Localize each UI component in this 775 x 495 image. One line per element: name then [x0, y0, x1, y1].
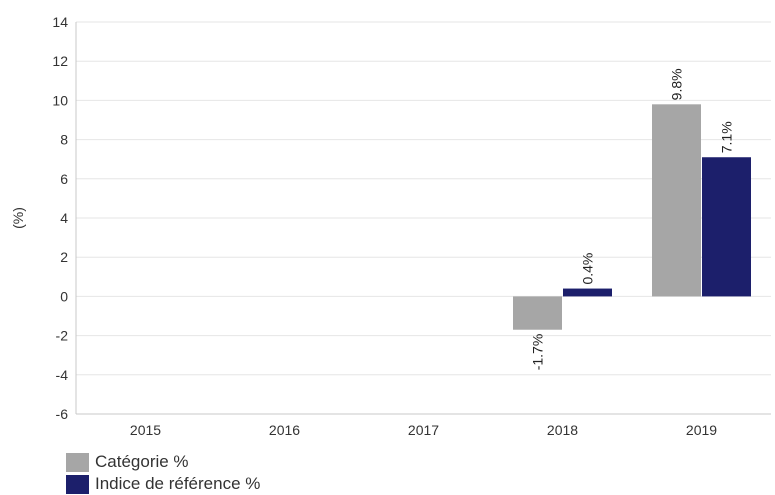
data-label: 0.4% [580, 253, 596, 285]
legend-item-indice[interactable]: Indice de référence % [66, 473, 260, 495]
x-tick-label: 2015 [130, 422, 161, 438]
data-label: 7.1% [719, 121, 735, 153]
legend-item-categorie[interactable]: Catégorie % [66, 451, 260, 473]
legend-label-categorie: Catégorie % [95, 452, 189, 471]
legend-label-indice: Indice de référence % [95, 474, 261, 493]
y-tick-label: 8 [60, 132, 68, 148]
legend-swatch-indice [66, 474, 89, 494]
y-tick-label: 12 [52, 53, 68, 69]
data-label: -1.7% [530, 334, 546, 371]
bar-indice-2018 [563, 288, 612, 297]
tick-labels: -6 -4 -2 0 2 4 6 8 10 12 14 2015 2016 2017 2018 2019 [52, 14, 717, 438]
x-tick-label: 2017 [408, 422, 439, 438]
x-tick-label: 2016 [269, 422, 300, 438]
x-tick-label: 2019 [686, 422, 717, 438]
y-tick-label: 10 [52, 92, 68, 108]
bars [513, 104, 751, 330]
y-tick-label: -4 [56, 367, 69, 383]
bar-indice-2019 [702, 157, 751, 297]
bar-categorie-2018 [513, 296, 562, 330]
y-tick-label: 6 [60, 171, 68, 187]
y-tick-label: -6 [56, 406, 69, 422]
gridlines [76, 21, 771, 415]
bar-chart: -1.7% 9.8% 0.4% 7.1% -6 -4 -2 0 2 4 6 8 10 12 14 2015 2… [10, 14, 771, 438]
axes [75, 22, 771, 415]
y-tick-label: -2 [56, 328, 69, 344]
data-label: 9.8% [669, 68, 685, 100]
y-axis-label: (%) [10, 207, 26, 229]
legend: Catégorie % Indice de référence % [66, 451, 260, 495]
y-tick-label: 0 [60, 288, 68, 304]
y-tick-label: 2 [60, 249, 68, 265]
y-tick-label: 14 [52, 14, 68, 30]
x-tick-label: 2018 [547, 422, 578, 438]
legend-swatch-categorie [66, 452, 89, 472]
data-labels: -1.7% 9.8% 0.4% 7.1% [530, 68, 735, 370]
bar-categorie-2019 [652, 104, 701, 297]
y-tick-label: 4 [60, 210, 68, 226]
